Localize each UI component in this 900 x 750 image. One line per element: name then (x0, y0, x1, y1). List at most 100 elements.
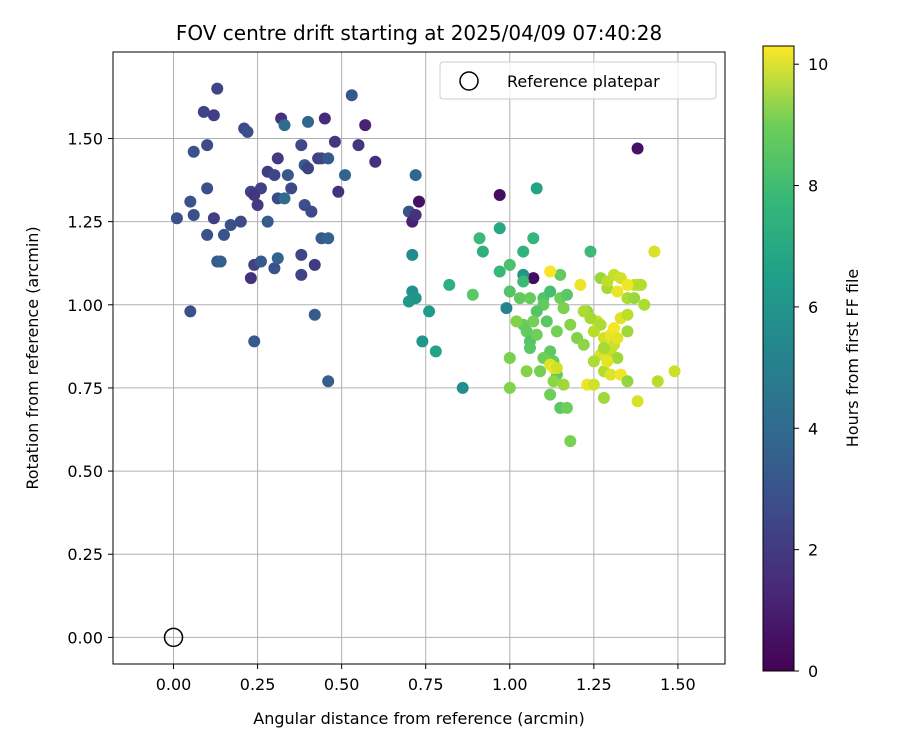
scatter-point (530, 305, 543, 318)
scatter-point (244, 272, 257, 285)
plot-frame (112, 51, 726, 665)
scatter-point (597, 342, 610, 355)
scatter-point (271, 152, 284, 165)
scatter-point (187, 208, 200, 221)
scatter-point (201, 139, 214, 152)
x-tick-label: 0.25 (240, 675, 276, 694)
scatter-point (217, 228, 230, 241)
scatter-point (423, 305, 436, 318)
scatter-point (530, 182, 543, 195)
scatter-point (503, 285, 516, 298)
scatter-point (295, 268, 308, 281)
scatter-point (184, 195, 197, 208)
scatter-point (634, 278, 647, 291)
scatter-point (251, 199, 264, 211)
legend-box (439, 61, 717, 100)
scatter-point (587, 378, 600, 391)
scatter-point (530, 328, 543, 341)
scatter-point (648, 245, 661, 258)
legend-label: Reference platepar (507, 72, 660, 91)
scatter-point (187, 145, 200, 158)
x-tick-label: 0.50 (324, 675, 360, 694)
scatter-point (170, 212, 183, 225)
x-tick-label: 1.25 (576, 675, 612, 694)
scatter-point (604, 368, 617, 381)
scatter-point (429, 345, 442, 358)
scatter-point (466, 288, 479, 301)
scatter-point (281, 169, 294, 182)
scatter-point (339, 169, 352, 182)
legend-marker-icon (459, 71, 479, 91)
scatter-point (493, 189, 506, 202)
scatter-point (473, 232, 486, 245)
scatter-point (443, 278, 456, 291)
scatter-point (285, 182, 298, 195)
scatter-point (359, 119, 372, 132)
scatter-point (517, 275, 530, 288)
scatter-point (211, 82, 224, 95)
y-tick-label: 0.25 (67, 545, 103, 564)
scatter-point (248, 335, 261, 348)
scatter-point (550, 361, 563, 374)
scatter-point (214, 255, 227, 268)
scatter-point (631, 142, 644, 155)
scatter-point (544, 388, 557, 401)
scatter-point (550, 325, 563, 338)
scatter-point (409, 169, 422, 182)
scatter-point (523, 342, 536, 355)
x-tick-label: 1.50 (660, 675, 696, 694)
scatter-point (547, 375, 560, 388)
scatter-point (564, 318, 577, 331)
scatter-point (268, 262, 281, 275)
scatter-point (278, 192, 291, 205)
legend: Reference platepar (439, 61, 717, 100)
scatter-point (322, 152, 335, 165)
scatter-point (201, 228, 214, 241)
y-tick-label: 0.50 (67, 462, 103, 481)
y-tick-label: 1.00 (67, 296, 103, 315)
scatter-point (318, 112, 331, 125)
scatter-point (587, 325, 600, 338)
scatter-point (621, 375, 634, 388)
scatter-point (574, 278, 587, 291)
scatter-point (184, 305, 197, 318)
scatter-point (493, 265, 506, 278)
scatter-point (308, 258, 321, 271)
scatter-point (611, 285, 624, 298)
scatter-point (197, 105, 210, 118)
colorbar-tick-label: 0 (808, 662, 818, 681)
scatter-point (322, 232, 335, 245)
y-tick-label: 0.75 (67, 379, 103, 398)
scatter-point (493, 222, 506, 235)
scatter-point (560, 288, 573, 301)
scatter-point (409, 208, 422, 221)
y-tick-label: 1.25 (67, 213, 103, 232)
scatter-point (207, 109, 220, 122)
colorbar-tick-label: 4 (808, 419, 818, 438)
scatter-point (278, 119, 291, 132)
scatter-point (500, 302, 513, 315)
x-tick-label: 0.00 (156, 675, 192, 694)
scatter-point (651, 375, 664, 388)
scatter-point (517, 245, 530, 258)
scatter-point (201, 182, 214, 195)
scatter-point (503, 258, 516, 271)
scatter-point (302, 162, 315, 175)
scatter-point (345, 89, 358, 102)
scatter-point (328, 135, 341, 148)
scatter-point (234, 215, 247, 228)
scatter-point (577, 338, 590, 351)
scatter-point (503, 381, 516, 394)
scatter-point (584, 312, 597, 325)
colorbar (762, 45, 795, 672)
scatter-point (413, 195, 425, 208)
scatter-point (621, 278, 634, 291)
colorbar-tick-label: 8 (808, 177, 818, 196)
chart-title: FOV centre drift starting at 2025/04/09 … (176, 21, 662, 45)
scatter-point (523, 292, 536, 305)
scatter-point (224, 218, 237, 231)
scatter-point (554, 268, 567, 281)
scatter-point (527, 232, 540, 245)
scatter-point (510, 315, 523, 328)
scatter-point (513, 292, 526, 305)
